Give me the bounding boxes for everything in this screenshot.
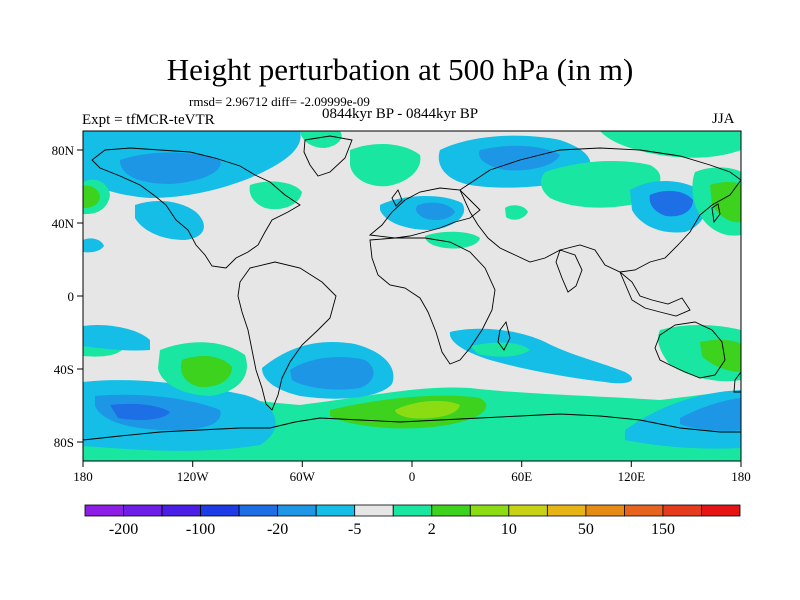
colorbar-swatch (469, 504, 510, 517)
colorbar-swatch (508, 504, 548, 517)
stats-label: rmsd= 2.96712 diff= -2.09999e-09 (189, 94, 370, 109)
colorbar-label: 150 (651, 521, 675, 538)
y-tick-label: 80N (52, 143, 75, 158)
contour-arctic-greenland-green (300, 131, 342, 148)
contour-atlantic-blue-inner (290, 357, 374, 390)
contour-indian-green (470, 342, 530, 357)
colorbar-labels: -200 -100 -20 -5 2 10 50 150 (109, 521, 675, 538)
coast-antarctica (83, 413, 741, 441)
contour-asia-blue-inner (649, 190, 693, 217)
coast-japan (711, 203, 721, 224)
colorbar-swatch (431, 504, 471, 517)
colorbar-label: -200 (109, 521, 138, 538)
contour-north-blue-pacific-inner (120, 152, 221, 184)
colorbar-label: -5 (348, 521, 361, 538)
colorbar-label: -100 (186, 521, 215, 538)
contour-sib-green (540, 160, 661, 208)
colorbar-label: 10 (501, 521, 517, 538)
colorbar-swatch (585, 504, 625, 517)
x-tick-label: 120W (177, 469, 210, 484)
coast-south-america (237, 261, 337, 411)
colorbar-label: 50 (578, 521, 594, 538)
contour-arctic-blue-east-inner (479, 145, 560, 171)
y-tick-labels: 80N 40N 0 40S 80S (52, 143, 75, 450)
colorbar-swatch (161, 504, 201, 517)
contour-north-atlantic-green (350, 143, 421, 187)
colorbar-swatch (315, 504, 356, 517)
colorbar-swatch (354, 504, 394, 517)
axis-ticks (77, 149, 742, 467)
colorbar (84, 504, 741, 517)
x-tick-label: 60E (511, 469, 532, 484)
contour-indian-blue (449, 328, 633, 384)
map-title: Height perturbation at 500 hPa (in m) (166, 52, 634, 87)
coast-madagascar (497, 320, 511, 351)
colorbar-swatch (662, 504, 702, 517)
contour-pacific-lime-blob (180, 355, 232, 388)
coast-greenland (303, 135, 353, 177)
contour-mideast-green (425, 231, 480, 249)
y-tick-label: 40S (54, 362, 74, 377)
colorbar-swatch (200, 504, 240, 517)
y-tick-label: 80S (54, 435, 74, 450)
colorbar-label: 2 (428, 521, 436, 538)
contour-indian-yellow-core (395, 400, 460, 419)
contour-south-blue-east-inner (680, 398, 741, 431)
colorbar-swatch (546, 504, 587, 517)
colorbar-swatch (84, 504, 124, 517)
contour-north-green-west-inner (83, 185, 100, 208)
contour-australia-lime (700, 339, 741, 372)
colorbar-swatch (624, 504, 664, 517)
contour-europe-blue-inner (416, 202, 455, 220)
coast-north-america (91, 147, 301, 269)
y-tick-label: 40N (52, 216, 75, 231)
colorbar-swatch (277, 504, 317, 517)
contour-fields (83, 131, 741, 461)
colorbar-swatch (392, 504, 433, 517)
contour-caspian-green (505, 205, 528, 220)
x-tick-label: 60W (290, 469, 316, 484)
x-tick-labels: 180 120W 60W 0 60E 120E 180 (73, 469, 751, 484)
experiment-label: Expt = tfMCR-teVTR (82, 112, 215, 128)
x-tick-label: 180 (731, 469, 751, 484)
coast-asia (459, 147, 741, 273)
colorbar-label: -20 (267, 521, 288, 538)
coast-uk (391, 189, 403, 207)
contour-canada-blue (135, 200, 204, 240)
map-panel (82, 130, 742, 462)
x-tick-label: 120E (618, 469, 646, 484)
x-tick-label: 180 (73, 469, 93, 484)
contour-siberia-green (600, 131, 741, 158)
colorbar-swatch (123, 504, 163, 517)
colorbar-swatch (238, 504, 279, 517)
contour-south-blue-core (110, 403, 170, 420)
coast-europe (368, 187, 481, 239)
contour-pacific-nw-lime (710, 182, 741, 223)
season-label: JJA (712, 111, 735, 127)
contour-se-pacific-blue (83, 324, 150, 351)
coast-india (555, 249, 583, 293)
coast-australia (654, 321, 726, 379)
x-tick-label: 0 (409, 469, 416, 484)
y-tick-label: 0 (68, 289, 75, 304)
coast-new-zealand (733, 371, 741, 393)
colorbar-swatch (701, 504, 741, 517)
coastlines (83, 135, 741, 441)
contour-tropic-blue-west (83, 238, 104, 253)
coast-africa (369, 237, 496, 365)
contour-canada-green (249, 181, 302, 210)
period-subtitle: 0844kyr BP - 0844kyr BP (322, 106, 479, 122)
coast-se-asia (619, 271, 691, 317)
